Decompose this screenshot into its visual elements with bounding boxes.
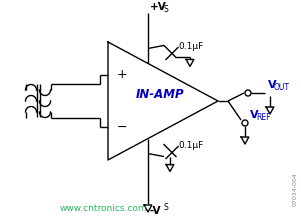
Text: OUT: OUT — [274, 83, 290, 92]
Text: 07034-004: 07034-004 — [293, 172, 298, 206]
Text: S: S — [164, 203, 169, 212]
Text: IN-AMP: IN-AMP — [136, 89, 184, 102]
Text: −: − — [117, 121, 127, 133]
Text: REF: REF — [256, 113, 271, 122]
Text: +: + — [117, 68, 127, 82]
Text: V: V — [268, 80, 277, 90]
Text: +V: +V — [150, 2, 167, 12]
Text: V: V — [250, 110, 259, 120]
Text: www.cntronics.com: www.cntronics.com — [60, 204, 147, 213]
Text: S: S — [164, 5, 169, 14]
Text: -V: -V — [150, 206, 162, 216]
Text: 0.1μF: 0.1μF — [178, 141, 203, 150]
Text: 0.1μF: 0.1μF — [178, 42, 203, 51]
